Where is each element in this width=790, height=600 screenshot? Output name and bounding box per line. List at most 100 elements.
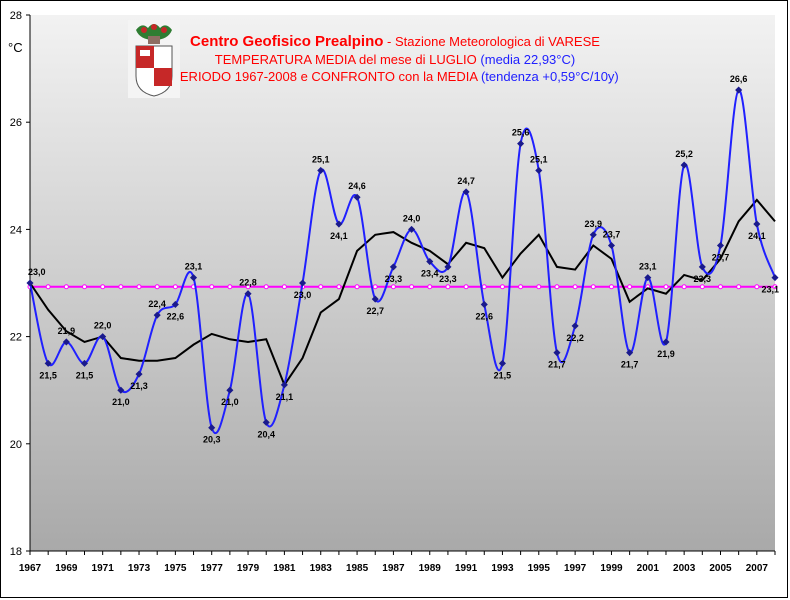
data-label: 21,0: [112, 397, 130, 407]
mean-marker: [663, 284, 669, 290]
temperature-marker: [607, 241, 615, 250]
data-label: 25,2: [675, 149, 693, 159]
temperature-marker: [171, 300, 179, 308]
mean-marker: [154, 284, 160, 290]
temperature-marker: [26, 279, 34, 287]
data-label: 26,6: [730, 74, 748, 84]
temperature-marker: [535, 166, 543, 174]
station-name: Stazione Meteorologica di VARESE: [394, 34, 600, 49]
x-tick-label: 1995: [528, 563, 551, 574]
data-label: 21,1: [276, 392, 294, 402]
mean-marker: [136, 284, 142, 290]
subtitle-2-text: PERIODO 1967-2008 e CONFRONTO con la MED…: [171, 69, 478, 84]
y-tick-label: 28: [10, 10, 22, 22]
temperature-marker: [208, 424, 216, 432]
temperature-marker: [462, 188, 470, 196]
mean-marker: [572, 284, 578, 290]
chart-title: Centro Geofisico Prealpino - Stazione Me…: [0, 33, 790, 50]
mean-marker: [717, 284, 723, 290]
mean-marker: [336, 284, 342, 290]
temperature-marker: [698, 263, 706, 271]
y-axis-unit: °C: [8, 40, 23, 55]
data-label: 23,3: [385, 274, 403, 284]
mean-marker: [245, 284, 251, 290]
y-tick-label: 24: [10, 224, 22, 236]
y-tick-label: 22: [10, 332, 22, 344]
mean-marker: [45, 284, 51, 290]
data-label: 21,5: [494, 370, 512, 380]
x-tick-label: 1971: [92, 563, 115, 574]
temperature-marker: [662, 338, 670, 346]
mean-marker: [499, 284, 505, 290]
temperature-marker: [280, 381, 288, 389]
mean-marker: [518, 284, 524, 290]
mean-marker: [554, 284, 560, 290]
temperature-marker: [571, 322, 579, 330]
title-separator: -: [383, 34, 395, 49]
mean-marker: [318, 284, 324, 290]
data-label: 23,3: [694, 274, 712, 284]
temperature-marker: [99, 333, 107, 341]
mean-marker: [754, 284, 760, 290]
y-tick-label: 18: [10, 546, 22, 558]
temperature-marker: [353, 193, 361, 201]
data-label: 20,4: [257, 429, 275, 439]
chart-subtitle-2: PERIODO 1967-2008 e CONFRONTO con la MED…: [0, 69, 790, 84]
temperature-marker: [408, 225, 416, 233]
mean-marker: [100, 284, 106, 290]
mean-marker: [481, 284, 487, 290]
data-label: 21,5: [76, 370, 94, 380]
temperature-marker: [426, 258, 434, 266]
x-tick-label: 2003: [673, 563, 696, 574]
data-label: 23,0: [28, 267, 46, 277]
mean-value-note: (media 22,93°C): [480, 52, 576, 67]
x-tick-label: 1989: [419, 563, 442, 574]
temperature-marker: [262, 418, 270, 426]
data-label: 23,1: [761, 285, 779, 295]
temperature-marker: [480, 300, 488, 308]
subtitle-1-text: TEMPERATURA MEDIA del mese di LUGLIO: [214, 52, 477, 67]
data-label: 21,5: [39, 370, 57, 380]
x-tick-label: 2007: [746, 563, 769, 574]
mean-marker: [409, 284, 415, 290]
data-label: 20,3: [203, 435, 221, 445]
temperature-marker: [771, 274, 779, 282]
x-tick-label: 2001: [637, 563, 660, 574]
temperature-marker: [735, 86, 743, 94]
data-label: 24,1: [748, 231, 766, 241]
data-label: 24,6: [348, 181, 366, 191]
data-label: 23,1: [639, 262, 657, 272]
mean-marker: [63, 284, 69, 290]
mean-marker: [281, 284, 287, 290]
mean-marker: [118, 284, 124, 290]
data-label: 23,1: [185, 262, 203, 272]
data-label: 23,9: [585, 219, 603, 229]
data-label: 24,1: [330, 231, 348, 241]
temperature-marker: [444, 263, 452, 271]
mean-marker: [390, 284, 396, 290]
temperature-marker: [371, 295, 379, 303]
mean-marker: [227, 284, 233, 290]
temperature-marker: [753, 220, 761, 228]
mean-marker: [209, 284, 215, 290]
chart-subtitle-1: TEMPERATURA MEDIA del mese di LUGLIO (me…: [0, 52, 790, 67]
temperature-marker: [226, 386, 234, 394]
x-tick-label: 2005: [709, 563, 732, 574]
temperature-marker: [335, 220, 343, 228]
mean-marker: [82, 284, 88, 290]
temperature-marker: [135, 370, 143, 378]
mean-marker: [772, 284, 778, 290]
mean-marker: [372, 284, 378, 290]
mean-marker: [736, 284, 742, 290]
org-name: Centro Geofisico Prealpino: [190, 33, 384, 50]
x-tick-label: 1987: [382, 563, 405, 574]
x-tick-label: 1969: [55, 563, 78, 574]
data-label: 21,3: [130, 381, 148, 391]
temperature-marker: [62, 338, 70, 346]
temperature-marker: [389, 263, 397, 271]
temperature-marker: [244, 290, 252, 298]
data-label: 21,9: [657, 349, 675, 359]
temperature-marker: [80, 359, 89, 367]
temperature-marker: [153, 311, 161, 319]
data-label: 23,7: [603, 229, 621, 239]
